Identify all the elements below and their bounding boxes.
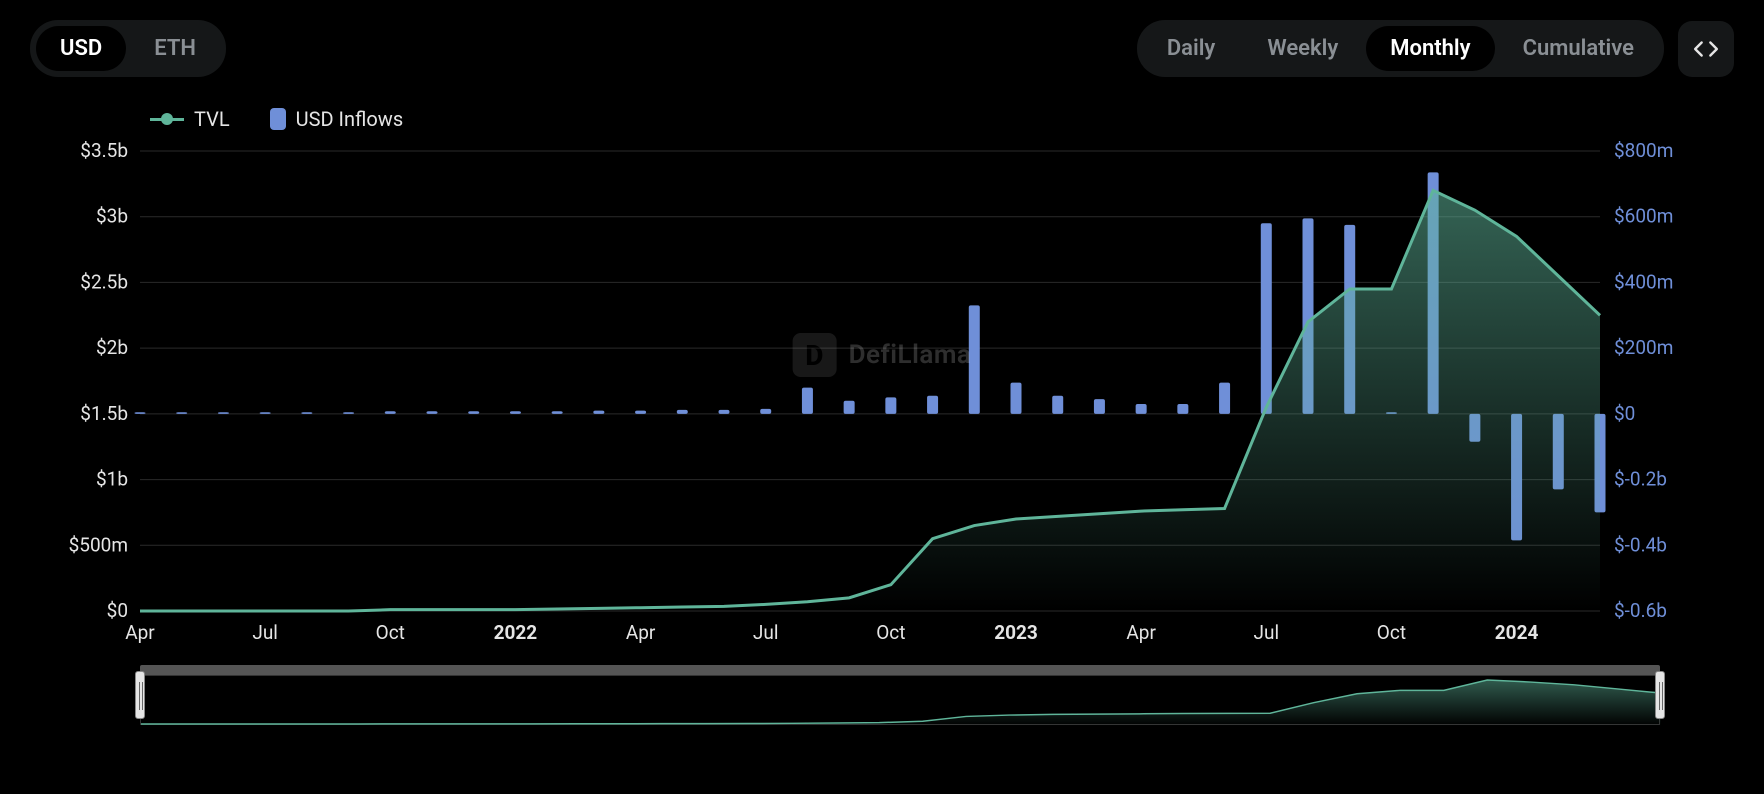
svg-text:Oct: Oct	[376, 621, 405, 644]
svg-text:2024: 2024	[1495, 621, 1539, 644]
tvl-inflows-chart[interactable]: $0 $500m $1b $1.5b $2b $2.5b $3b $3.5b $-0.6b $-0…	[30, 141, 1710, 651]
interval-option-daily[interactable]: Daily	[1143, 26, 1240, 71]
chart-legend: TVL USD Inflows	[150, 107, 1734, 131]
svg-text:Oct: Oct	[876, 621, 905, 644]
svg-text:$1.5b: $1.5b	[80, 402, 128, 425]
svg-text:$200m: $200m	[1614, 336, 1673, 359]
embed-code-button[interactable]	[1678, 21, 1734, 77]
currency-option-eth[interactable]: ETH	[130, 26, 220, 71]
interval-option-weekly[interactable]: Weekly	[1243, 26, 1362, 71]
svg-text:$3.5b: $3.5b	[80, 141, 128, 162]
svg-text:Jul: Jul	[753, 621, 779, 644]
brush-scrollbar[interactable]	[140, 665, 1660, 675]
currency-option-usd[interactable]: USD	[36, 26, 126, 71]
svg-text:$800m: $800m	[1614, 141, 1673, 162]
svg-text:2022: 2022	[494, 621, 538, 644]
interval-option-monthly[interactable]: Monthly	[1366, 26, 1494, 71]
svg-text:$2.5b: $2.5b	[80, 270, 128, 293]
svg-text:$-0.2b: $-0.2b	[1614, 468, 1667, 491]
legend-inflows[interactable]: USD Inflows	[270, 107, 404, 131]
legend-inflows-label: USD Inflows	[296, 107, 404, 131]
legend-tvl-label: TVL	[194, 107, 230, 131]
svg-text:Apr: Apr	[1126, 621, 1156, 644]
svg-text:$0: $0	[107, 599, 128, 622]
svg-text:Apr: Apr	[626, 621, 656, 644]
svg-text:$-0.6b: $-0.6b	[1614, 599, 1667, 622]
svg-text:Apr: Apr	[125, 621, 155, 644]
svg-text:Jul: Jul	[1253, 621, 1279, 644]
svg-text:Jul: Jul	[252, 621, 278, 644]
svg-text:$3b: $3b	[96, 205, 128, 228]
svg-text:$500m: $500m	[69, 533, 128, 556]
svg-text:Oct: Oct	[1377, 621, 1406, 644]
time-range-brush[interactable]	[140, 665, 1660, 725]
brush-handle-right[interactable]	[1655, 671, 1665, 719]
legend-tvl[interactable]: TVL	[150, 107, 230, 131]
currency-toggle: USDETH	[30, 20, 226, 77]
svg-text:$400m: $400m	[1614, 270, 1673, 293]
interval-toggle: DailyWeeklyMonthlyCumulative	[1137, 20, 1664, 77]
brush-handle-left[interactable]	[135, 671, 145, 719]
svg-text:$-0.4b: $-0.4b	[1614, 533, 1667, 556]
code-icon	[1693, 36, 1719, 62]
svg-text:$0: $0	[1614, 402, 1635, 425]
interval-option-cumulative[interactable]: Cumulative	[1499, 26, 1658, 71]
svg-text:$600m: $600m	[1614, 205, 1673, 228]
svg-text:2023: 2023	[994, 621, 1038, 644]
svg-text:$2b: $2b	[96, 336, 128, 359]
brush-track	[140, 675, 1660, 725]
svg-text:$1b: $1b	[96, 468, 128, 491]
